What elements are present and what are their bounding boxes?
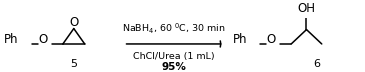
Text: O: O [38,33,47,46]
Text: ChCl/Urea (1 mL): ChCl/Urea (1 mL) [133,52,215,61]
Text: O: O [266,33,276,46]
Text: 5: 5 [70,59,77,69]
Text: Ph: Ph [4,33,19,46]
Text: NaBH$_4$, 60 $^0$C, 30 min: NaBH$_4$, 60 $^0$C, 30 min [122,22,226,36]
Text: OH: OH [297,2,315,15]
Text: O: O [69,16,78,29]
Text: 6: 6 [314,59,320,69]
Text: 95%: 95% [161,62,186,72]
Text: Ph: Ph [233,33,247,46]
